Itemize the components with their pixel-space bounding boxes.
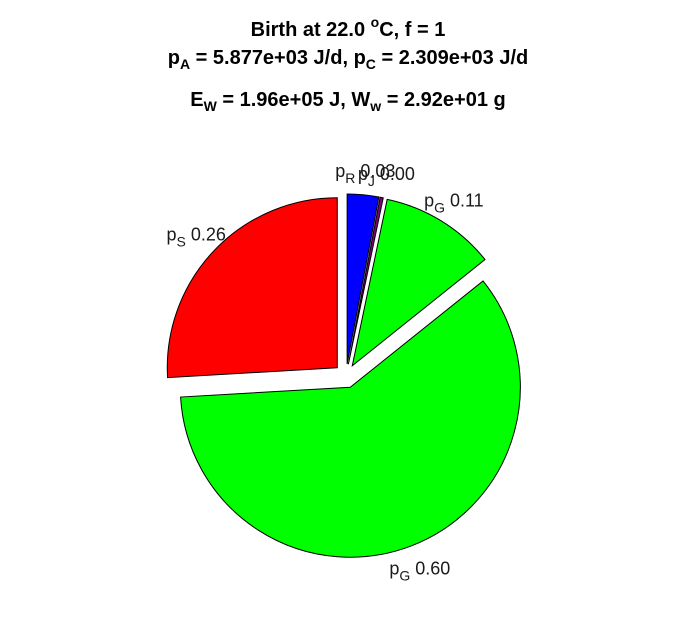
chart-title-line-1: Birth at 22.0 oC, f = 1: [250, 14, 446, 41]
pie-slice-3: [180, 280, 521, 558]
chart-title-line-3: EW = 1.96e+05 J, Ww = 2.92e+01 g: [190, 89, 506, 114]
pie-slice-0: [346, 193, 380, 365]
pie-slice-4: [166, 197, 338, 379]
pie-slice-label-2: pG 0.11: [424, 191, 484, 216]
pie-slice-label-1: pJ 0.00: [358, 164, 415, 189]
pie-slice-2: [351, 198, 486, 368]
pie-slice-label-0: pR 0.03: [335, 161, 395, 186]
pie-slice-label-3: pG 0.60: [389, 558, 450, 583]
pie-slice-1: [347, 196, 384, 365]
pie-slice-label-4: pS 0.26: [166, 225, 225, 250]
chart-title-line-2: pA = 5.877e+03 J/d, pC = 2.309e+03 J/d: [167, 47, 529, 72]
